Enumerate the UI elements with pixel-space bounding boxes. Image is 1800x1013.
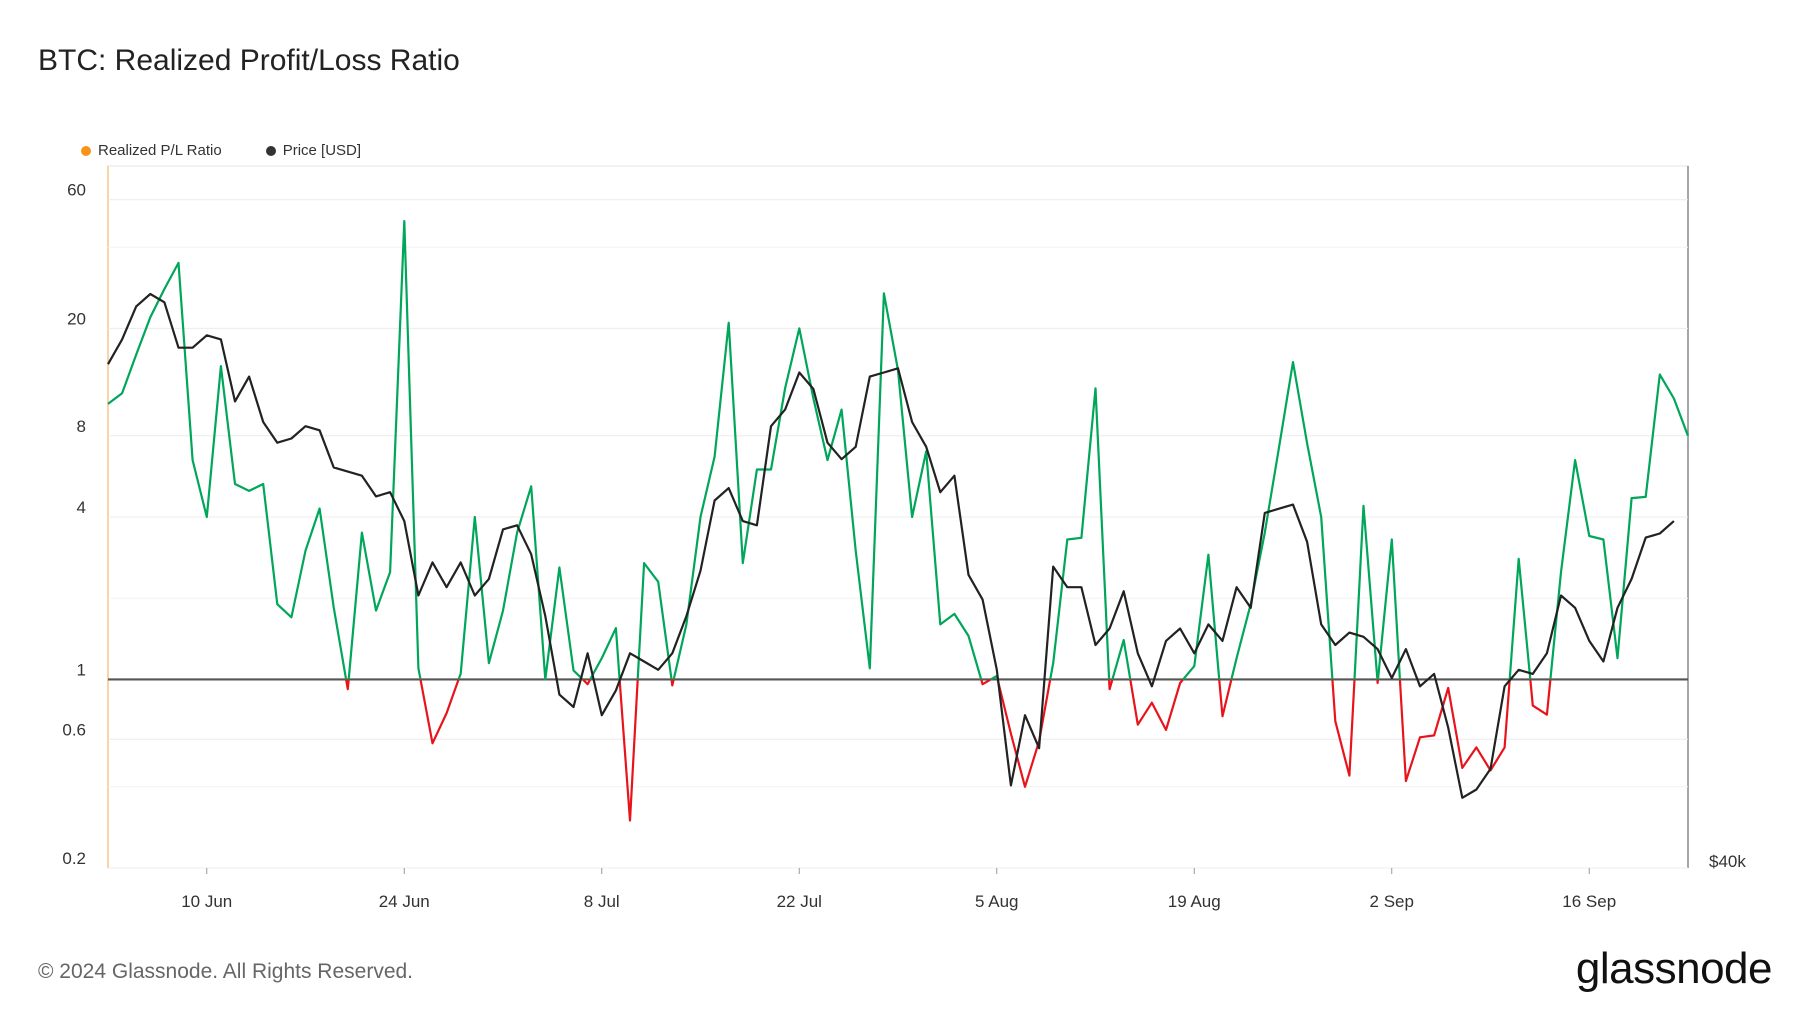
legend: Realized P/L Ratio Price [USD] [81, 142, 361, 159]
legend-label-ratio: Realized P/L Ratio [98, 142, 222, 159]
y-tick-label: 0.6 [62, 720, 86, 739]
ratio-line-profit [1376, 538, 1401, 680]
y-tick-label: 8 [77, 417, 86, 436]
x-tick-label: 8 Jul [584, 892, 620, 911]
x-tick-label: 22 Jul [777, 892, 822, 911]
x-tick-label: 10 Jun [181, 892, 232, 911]
ratio-line-loss [345, 679, 350, 691]
y-tick-label: 4 [77, 498, 86, 517]
y-tick-label: 0.2 [62, 849, 86, 868]
ratio-line-loss [670, 679, 675, 687]
ratio-line-profit [347, 220, 422, 680]
ratio-line-loss [1529, 679, 1552, 716]
ratio-line-loss [1218, 679, 1233, 718]
copyright-footer: © 2024 Glassnode. All Rights Reserved. [38, 960, 414, 983]
ratio-line-loss [1331, 679, 1356, 777]
ratio-line-loss [1398, 679, 1511, 783]
ratio-line-loss [1376, 679, 1380, 685]
ratio-line-profit [1111, 638, 1132, 680]
ratio-line-loss [419, 679, 460, 745]
y-tick-label: 1 [77, 660, 86, 679]
x-tick-label: 19 Aug [1168, 892, 1221, 911]
ratio-line-loss [582, 678, 592, 686]
price-line [107, 292, 1675, 799]
ratio-line-profit [1049, 387, 1111, 680]
chart-title: BTC: Realized Profit/Loss Ratio [38, 44, 460, 77]
ratio-line-profit [457, 485, 584, 681]
x-tick-label: 2 Sep [1370, 892, 1414, 911]
ratio-line-profit [1230, 361, 1334, 680]
ratio-line-loss [1129, 678, 1184, 732]
ratio-line-profit [589, 626, 621, 680]
legend-dot-icon [265, 145, 276, 156]
x-tick-label: 24 Jun [379, 892, 430, 911]
y-right-tick-label: $40k [1709, 852, 1746, 871]
ratio-line-loss [618, 679, 639, 822]
legend-label-price: Price [USD] [282, 142, 362, 159]
ratio-line-profit [1508, 557, 1532, 680]
ratio-line-loss [980, 678, 992, 686]
ratio-line-profit [1549, 373, 1690, 680]
ratio-line-profit [672, 292, 983, 680]
ratio-line-loss [996, 679, 1052, 788]
legend-dot-icon [81, 145, 91, 156]
y-tick-label: 20 [67, 309, 86, 328]
legend-item-price[interactable]: Price [USD] [265, 142, 362, 159]
y-tick-label: 60 [67, 181, 86, 200]
ratio-line-loss [1108, 679, 1114, 691]
x-tick-label: 5 Aug [975, 892, 1019, 911]
legend-item-ratio[interactable]: Realized P/L Ratio [81, 142, 222, 159]
ratio-line-profit [107, 261, 348, 680]
ratio-line-profit [636, 561, 673, 680]
glassnode-logo: glassnode [1575, 944, 1773, 993]
ratio-line-profit [1353, 504, 1379, 680]
ratio-line-profit [1182, 553, 1221, 681]
x-tick-label: 16 Sep [1562, 892, 1616, 911]
